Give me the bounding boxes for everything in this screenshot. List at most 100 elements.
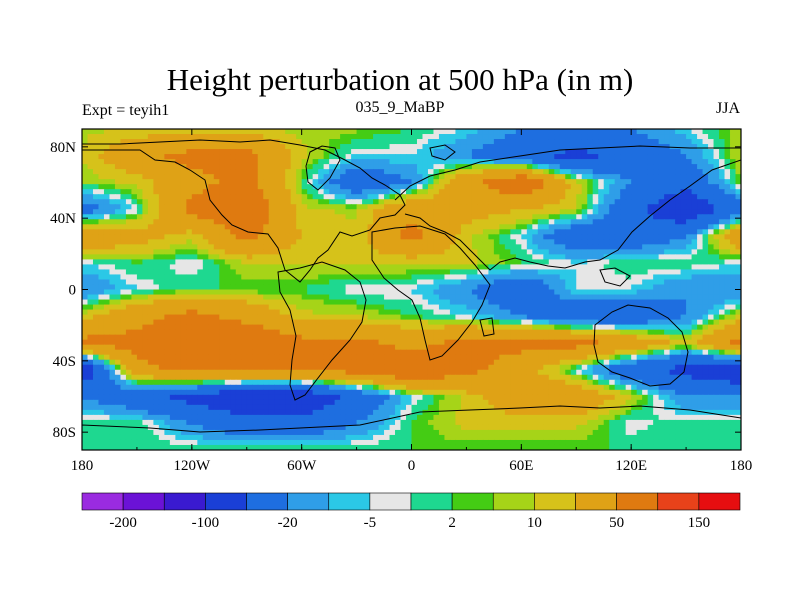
field-cell — [131, 299, 138, 306]
field-cell — [406, 299, 413, 306]
field-cell — [257, 144, 264, 150]
field-cell — [186, 129, 193, 135]
field-cell — [510, 259, 517, 266]
field-cell — [191, 259, 198, 266]
field-cell — [427, 254, 435, 261]
field-cell — [191, 179, 198, 185]
field-cell — [587, 164, 594, 170]
field-cell — [532, 204, 539, 210]
field-cell — [406, 189, 413, 195]
field-cell — [603, 224, 610, 230]
field-cell — [691, 199, 698, 205]
field-cell — [373, 184, 380, 190]
field-cell — [416, 324, 424, 331]
field-cell — [334, 274, 341, 281]
field-cell — [125, 129, 133, 135]
field-cell — [191, 274, 198, 281]
field-cell — [208, 144, 215, 150]
field-cell — [488, 154, 495, 160]
field-cell — [455, 174, 462, 180]
field-cell — [312, 284, 319, 291]
field-cell — [658, 274, 665, 281]
field-cell — [158, 149, 165, 155]
field-cell — [268, 289, 275, 296]
field-cell — [493, 159, 500, 165]
field-cell — [554, 279, 561, 286]
field-cell — [318, 164, 325, 170]
field-cell — [153, 169, 160, 175]
field-cell — [526, 264, 533, 271]
field-cell — [708, 214, 715, 220]
field-cell — [164, 334, 171, 341]
field-cell — [680, 269, 687, 276]
field-cell — [416, 254, 424, 261]
field-cell — [169, 334, 176, 341]
field-cell — [191, 224, 198, 230]
field-cell — [499, 254, 506, 261]
field-cell — [147, 144, 154, 150]
field-cell — [197, 129, 204, 135]
field-cell — [680, 284, 687, 291]
field-cell — [378, 134, 385, 140]
field-cell — [438, 229, 446, 235]
field-cell — [235, 319, 242, 326]
field-cell — [515, 299, 522, 306]
field-cell — [329, 334, 336, 341]
field-cell — [180, 204, 187, 210]
field-cell — [642, 249, 649, 255]
field-cell — [389, 319, 396, 326]
field-cell — [697, 134, 704, 140]
field-cell — [131, 134, 138, 140]
field-cell — [614, 279, 621, 286]
field-cell — [631, 254, 638, 261]
field-cell — [636, 164, 643, 170]
field-cell — [131, 219, 138, 225]
field-cell — [186, 239, 193, 245]
field-cell — [147, 244, 154, 250]
field-cell — [356, 269, 363, 276]
field-cell — [202, 209, 209, 215]
field-cell — [664, 269, 671, 276]
field-cell — [114, 244, 122, 250]
field-cell — [191, 134, 198, 140]
field-cell — [669, 249, 676, 255]
field-cell — [400, 304, 407, 311]
field-cell — [125, 159, 133, 165]
field-cell — [279, 269, 286, 276]
field-cell — [471, 224, 478, 230]
field-cell — [406, 274, 413, 281]
field-cell — [554, 224, 561, 230]
field-cell — [603, 299, 610, 306]
field-cell — [329, 329, 336, 336]
field-cell — [647, 224, 654, 230]
field-cell — [466, 294, 473, 301]
field-cell — [735, 214, 741, 220]
field-cell — [592, 199, 599, 205]
field-cell — [213, 159, 220, 165]
field-cell — [625, 179, 632, 185]
field-cell — [460, 199, 468, 205]
field-cell — [246, 329, 253, 336]
field-cell — [581, 189, 588, 195]
field-cell — [449, 269, 457, 276]
field-cell — [175, 179, 182, 185]
field-cell — [521, 249, 528, 255]
field-cell — [400, 334, 407, 341]
field-cell — [356, 294, 363, 301]
field-cell — [125, 179, 133, 185]
field-cell — [581, 199, 588, 205]
field-cell — [323, 314, 330, 321]
field-cell — [664, 284, 671, 291]
field-cell — [543, 279, 550, 286]
field-cell — [98, 139, 105, 145]
field-cell — [301, 199, 308, 205]
field-cell — [658, 224, 665, 230]
field-cell — [296, 189, 303, 195]
field-cell — [263, 194, 270, 200]
field-cell — [213, 254, 220, 261]
field-cell — [559, 309, 566, 316]
field-cell — [169, 259, 176, 266]
field-cell — [537, 129, 544, 135]
field-cell — [631, 259, 638, 266]
field-cell — [460, 279, 468, 286]
